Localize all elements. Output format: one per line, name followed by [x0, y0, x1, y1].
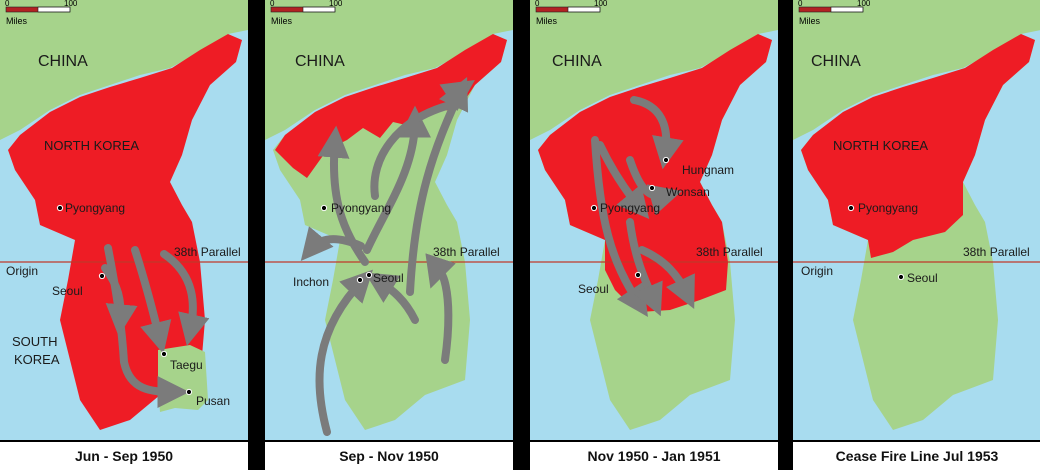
china-territory [0, 0, 248, 140]
scale-bar: 0 100 Miles [535, 0, 608, 26]
china-label: CHINA [811, 53, 861, 70]
map-view: 0 100 Miles CHINA 38th Parallel Hungnam … [530, 0, 778, 440]
panel-caption: Jun - Sep 1950 [0, 442, 248, 470]
advance-arrow [315, 269, 373, 436]
city-label: Hungnam [682, 163, 734, 177]
city-pyongyang: Pyongyang [320, 201, 391, 215]
korea-map: 0 100 Miles CHINA 38th Parallel Hungnam … [530, 0, 778, 440]
scale-unit-label: Miles [6, 16, 28, 26]
scale-bar: 0 100 Miles [798, 0, 871, 26]
city-label: Wonsan [666, 185, 710, 199]
scale-unit-label: Miles [536, 16, 558, 26]
scale-bar: 0 100 Miles [270, 0, 343, 26]
south-korea-label: KOREA [14, 352, 60, 367]
city-label: Pyongyang [858, 201, 918, 215]
parallel-label: 38th Parallel [696, 245, 763, 259]
advance-arrow [596, 141, 650, 220]
advance-arrow [364, 272, 419, 324]
city-seoul: Seoul [52, 272, 106, 298]
city-pyongyang: Pyongyang [847, 201, 918, 215]
city-label: Taegu [170, 358, 203, 372]
map-panel-nov-1950-jan-1951: 0 100 Miles CHINA 38th Parallel Hungnam … [530, 0, 778, 470]
panel-caption: Cease Fire Line Jul 1953 [793, 442, 1040, 470]
city-label: Pusan [196, 394, 230, 408]
scale-end-label: 100 [857, 0, 871, 8]
advance-arrow [406, 76, 469, 296]
advance-arrows [300, 76, 475, 436]
city-label: Seoul [52, 284, 83, 298]
scale-start-label: 0 [798, 0, 803, 8]
city-hungnam: Hungnam [662, 156, 734, 177]
scale-start-label: 0 [5, 0, 10, 8]
map-panel-cease-fire-1953: 0 100 Miles CHINA NORTH KOREA 38th Paral… [793, 0, 1040, 470]
city-label: Inchon [293, 275, 329, 289]
city-label: Seoul [907, 271, 938, 285]
city-label: Seoul [373, 271, 404, 285]
scale-end-label: 100 [329, 0, 343, 8]
scale-end-label: 100 [594, 0, 608, 8]
advance-arrow [630, 96, 684, 170]
advance-arrow [626, 218, 663, 317]
advance-arrow [638, 246, 695, 309]
city-pyongyang: Pyongyang [56, 201, 125, 215]
advance-arrows [101, 244, 210, 408]
city-label: Pyongyang [65, 201, 125, 215]
north-held-territory [538, 34, 772, 312]
scale-bar: 0 100 Miles [5, 0, 78, 26]
map-panel-sep-nov-1950: 0 100 Miles CHINA 38th Parallel Pyongyan… [265, 0, 513, 470]
city-taegu: Taegu [160, 350, 203, 372]
parallel-label: 38th Parallel [174, 245, 241, 259]
advance-arrow [591, 136, 648, 317]
china-label: CHINA [38, 53, 88, 70]
china-territory [793, 0, 1040, 140]
advance-arrow [160, 250, 210, 347]
advance-arrow [131, 246, 172, 354]
advance-arrows [591, 96, 695, 317]
advance-arrow [363, 105, 431, 254]
south-korea-label: SOUTH [12, 334, 58, 349]
advance-arrow [300, 226, 365, 262]
scale-unit-label: Miles [799, 16, 821, 26]
advance-arrow [425, 253, 456, 364]
korea-map: 0 100 Miles CHINA 38th Parallel Pyongyan… [265, 0, 513, 440]
city-label: Seoul [578, 282, 609, 296]
korea-map: 0 100 Miles CHINA NORTH KOREA 38th Paral… [793, 0, 1040, 440]
china-label: CHINA [552, 53, 602, 70]
advance-arrow [626, 156, 682, 216]
map-view: 0 100 Miles CHINA 38th Parallel Pyongyan… [265, 0, 513, 440]
city-seoul: Seoul [365, 271, 404, 285]
city-seoul: Seoul [578, 271, 642, 296]
panel-caption: Sep - Nov 1950 [265, 442, 513, 470]
city-inchon: Inchon [293, 275, 364, 289]
city-wonsan: Wonsan [648, 184, 710, 199]
city-seoul: Seoul [897, 271, 938, 285]
city-pyongyang: Pyongyang [590, 201, 660, 215]
scale-start-label: 0 [270, 0, 275, 8]
korea-map: 0 100 Miles CHINA NORTH KOREA SOUTH KORE… [0, 0, 248, 440]
city-label: Pyongyang [600, 201, 660, 215]
china-territory [265, 0, 513, 140]
map-view: 0 100 Miles CHINA NORTH KOREA SOUTH KORE… [0, 0, 248, 440]
city-label: Pyongyang [331, 201, 391, 215]
north-korea-label: NORTH KOREA [833, 138, 928, 153]
scale-end-label: 100 [64, 0, 78, 8]
parallel-label: 38th Parallel [963, 245, 1030, 259]
north-held-territory [801, 34, 1035, 258]
china-territory [530, 0, 778, 140]
advance-arrow [101, 264, 138, 337]
map-view: 0 100 Miles CHINA NORTH KOREA 38th Paral… [793, 0, 1040, 440]
origin-label: Origin [6, 264, 38, 278]
scale-unit-label: Miles [271, 16, 293, 26]
advance-arrow [317, 125, 369, 266]
parallel-label: 38th Parallel [433, 245, 500, 259]
panel-caption: Nov 1950 - Jan 1951 [530, 442, 778, 470]
scale-start-label: 0 [535, 0, 540, 8]
origin-label: Origin [801, 264, 833, 278]
north-korea-label: NORTH KOREA [44, 138, 139, 153]
city-pusan: Pusan [185, 388, 230, 408]
china-label: CHINA [295, 53, 345, 70]
map-panel-jun-sep-1950: 0 100 Miles CHINA NORTH KOREA SOUTH KORE… [0, 0, 248, 470]
